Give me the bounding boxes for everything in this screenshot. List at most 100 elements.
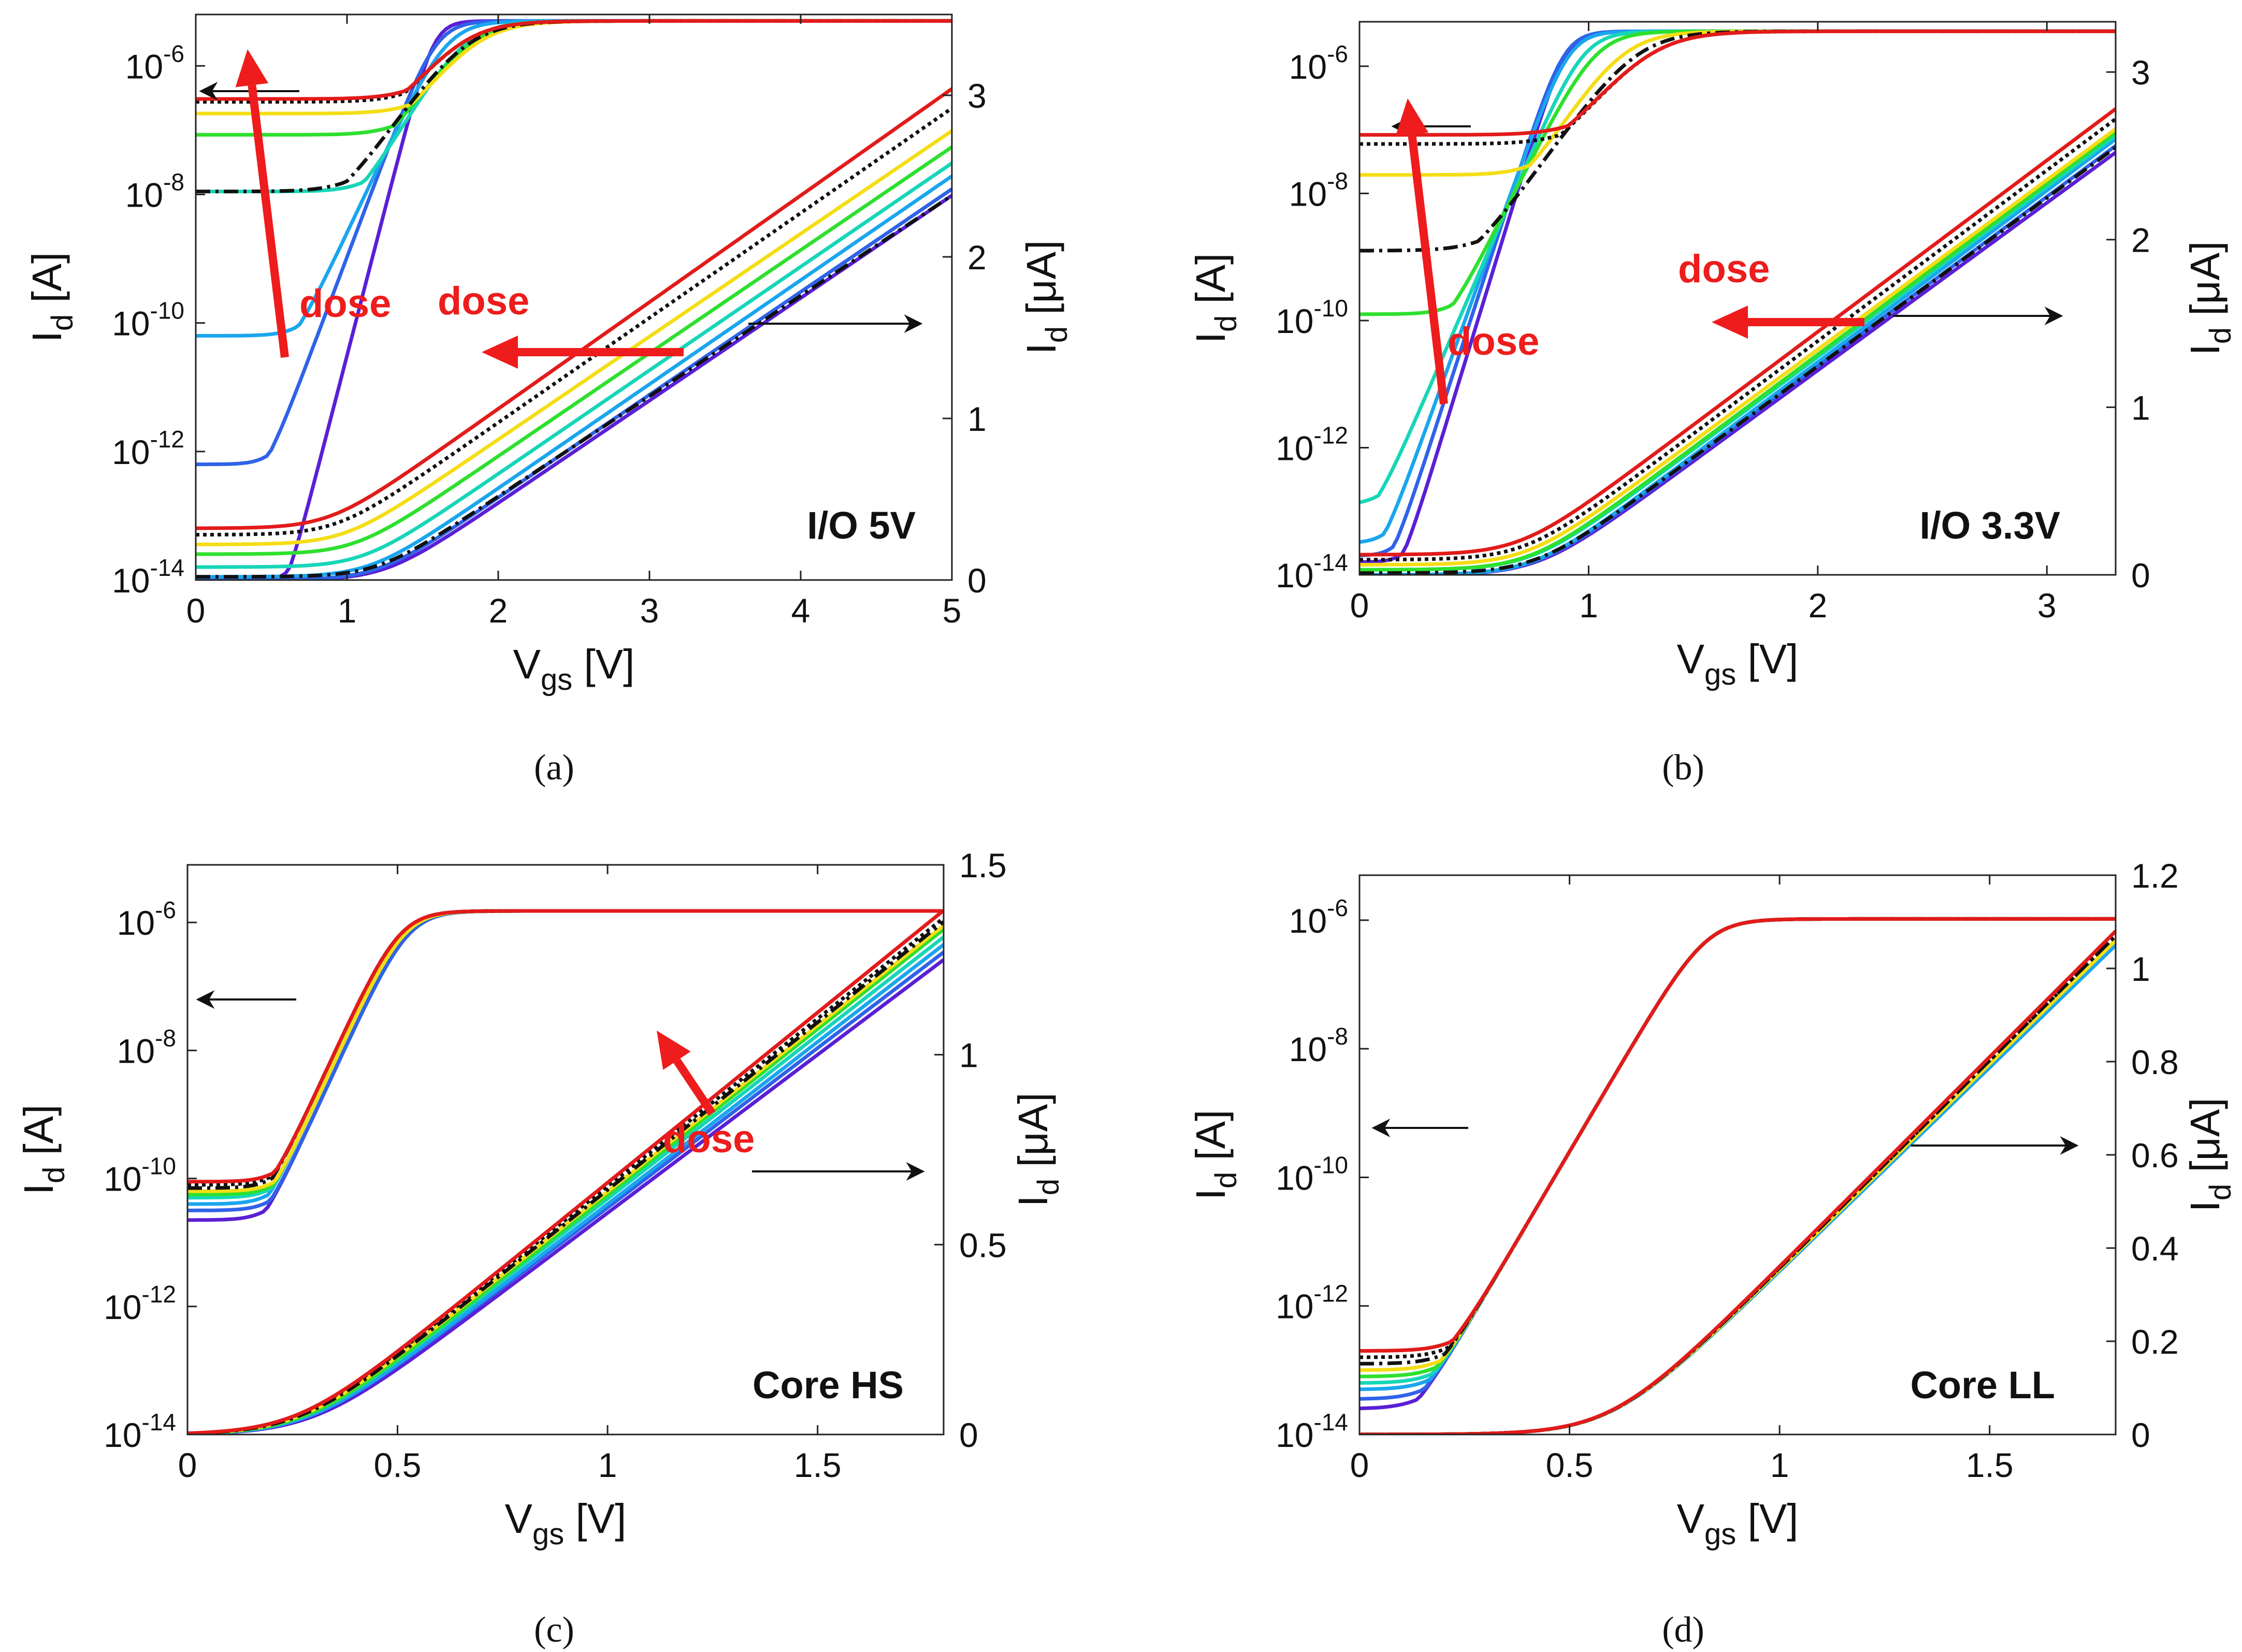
curves	[1359, 29, 2116, 575]
curves	[187, 909, 944, 1434]
tick-base: 10	[117, 1032, 155, 1070]
tick-exponent: -6	[1327, 894, 1348, 921]
y-left-axis-label: Id [A]	[16, 1105, 71, 1195]
lin-series-7	[187, 916, 944, 1434]
panel-c: 0 0.5 1 1.510-1410-1210-1010-810-600.511.5V…	[16, 846, 1065, 1650]
dose-label: dose	[299, 282, 391, 326]
y-left-tick-label: 10-14	[1276, 549, 1348, 595]
x-tick-label: 0	[1350, 586, 1369, 625]
x-tick-label: 0.5	[1546, 1446, 1594, 1484]
y-left-tick-label: 10-12	[1276, 422, 1348, 467]
x-axis-label: Vgs [V]	[505, 1496, 627, 1551]
y-left-tick-label: 10-6	[1289, 40, 1348, 86]
x-tick-label: 4	[791, 591, 811, 630]
dose-arrow	[248, 84, 289, 358]
log-series-7	[196, 19, 952, 104]
x-axis-label: Vgs [V]	[1677, 636, 1799, 691]
curves	[1359, 917, 2116, 1434]
lin-series-2	[1359, 944, 2116, 1434]
lin-series-8	[1359, 107, 2116, 557]
tick-base: 10	[104, 1160, 141, 1198]
tick-base: 10	[1276, 556, 1313, 595]
y-left-tick-label: 10-12	[1276, 1280, 1348, 1326]
y-right-tick-label: 0	[2131, 556, 2150, 595]
tick-base: 10	[112, 561, 150, 600]
y-right-tick-label: 2	[2131, 221, 2150, 259]
log-series-1	[1359, 917, 2116, 1401]
x-tick-label: 2	[489, 591, 508, 630]
y-left-tick-label: 10-6	[117, 896, 176, 942]
y-left-tick-label: 10-6	[125, 40, 184, 85]
dose-arrow	[1408, 134, 1448, 404]
y-left-tick-label: 10-8	[1289, 167, 1348, 213]
tick-base: 10	[1289, 175, 1327, 213]
y-left-tick-label: 10-10	[112, 297, 184, 343]
y-left-axis-label: Id [A]	[1188, 1110, 1243, 1200]
lin-series-8	[187, 909, 944, 1434]
tick-base: 10	[117, 904, 155, 942]
log-series-6	[1359, 917, 2116, 1366]
plot-frame	[195, 13, 953, 581]
log-series-7	[1359, 29, 2116, 146]
x-tick-label: 1	[598, 1446, 617, 1484]
lin-series-6	[196, 194, 952, 579]
curves	[196, 19, 952, 580]
y-left-tick-label: 10-10	[104, 1153, 176, 1198]
tick-exponent: -14	[142, 1409, 176, 1436]
y-right-tick-label: 3	[967, 77, 987, 115]
tick-exponent: -10	[1314, 1151, 1348, 1178]
x-tick-label: 5	[943, 591, 962, 630]
x-tick-label: 1	[1579, 586, 1598, 625]
lin-series-3	[1359, 939, 2116, 1434]
plot-frame	[186, 864, 945, 1436]
y-left-tick-label: 10-12	[112, 426, 184, 471]
lin-series-8	[1359, 930, 2116, 1434]
tick-base: 10	[1289, 1030, 1327, 1068]
y-right-tick-label: 0.2	[2131, 1323, 2179, 1361]
dose-arrow-head	[235, 49, 269, 88]
tick-base: 10	[104, 1288, 141, 1326]
y-right-tick-label: 1	[959, 1036, 978, 1075]
dose-label: dose	[1448, 320, 1539, 364]
tick-exponent: -10	[142, 1153, 176, 1180]
x-axis-label: Vgs [V]	[513, 641, 635, 697]
device-label: I/O 3.3V	[1920, 504, 2060, 547]
tick-base: 10	[125, 176, 163, 214]
lin-series-4	[196, 145, 952, 556]
y-right-axis-label: Id [μA]	[1018, 240, 1074, 355]
tick-base: 10	[1276, 429, 1313, 467]
lin-series-0	[1359, 944, 2116, 1434]
y-left-tick-label: 10-8	[117, 1024, 176, 1070]
log-series-8	[1359, 917, 2116, 1353]
lin-series-7	[196, 107, 952, 537]
tick-exponent: -12	[1314, 422, 1348, 448]
log-series-5	[187, 909, 944, 1193]
tick-exponent: -12	[1314, 1280, 1348, 1307]
tick-exponent: -10	[1314, 295, 1348, 322]
y-right-tick-label: 0.5	[959, 1226, 1007, 1264]
x-tick-label: 0.5	[374, 1446, 422, 1484]
panel-caption: (c)	[534, 1610, 574, 1650]
dose-arrow	[673, 1058, 716, 1116]
y-left-tick-label: 10-10	[1276, 295, 1348, 340]
log-series-0	[1359, 917, 2116, 1411]
log-series-3	[196, 19, 952, 194]
y-right-tick-label: 1	[2131, 388, 2150, 427]
panel-caption: (a)	[534, 748, 574, 788]
dose-label: dose	[1678, 247, 1770, 291]
x-tick-label: 3	[2037, 586, 2057, 625]
device-label: Core HS	[753, 1364, 904, 1407]
dose-label: dose	[663, 1117, 755, 1161]
y-left-tick-label: 10-6	[1289, 894, 1348, 940]
tick-base: 10	[1289, 48, 1327, 86]
x-tick-label: 0	[1350, 1446, 1369, 1484]
x-tick-label: 0	[186, 591, 206, 630]
tick-base: 10	[1276, 1416, 1313, 1454]
y-left-axis-label: Id [A]	[1188, 253, 1243, 344]
tick-exponent: -12	[150, 426, 184, 453]
x-axis-label: Vgs [V]	[1677, 1496, 1799, 1551]
